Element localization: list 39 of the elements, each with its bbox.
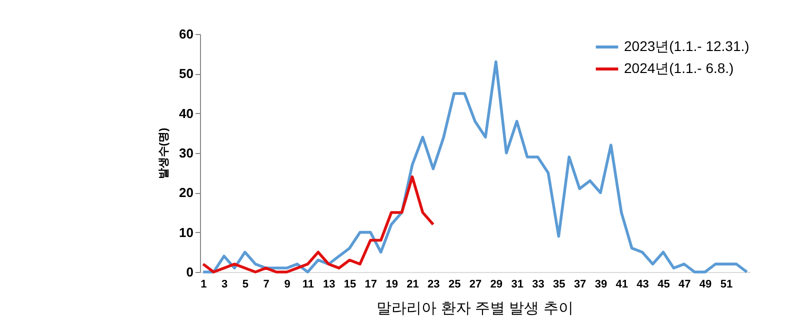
x-tick-label: 51	[720, 278, 733, 290]
x-tick-label: 41	[616, 278, 628, 290]
x-tick-label: 21	[406, 278, 419, 290]
legend-label: 2024년(1.1.- 6.8.)	[624, 60, 734, 76]
x-tick-label: 19	[386, 278, 398, 290]
x-tick-label: 47	[678, 278, 691, 290]
x-tick-label: 49	[699, 278, 712, 290]
x-tick-label: 33	[532, 278, 544, 290]
x-tick-label: 31	[511, 278, 524, 290]
x-tick-label: 7	[263, 278, 270, 290]
line-series	[202, 60, 748, 274]
x-tick-label: 3	[221, 278, 228, 290]
x-tick-label: 11	[302, 278, 314, 290]
x-tick-label: 39	[594, 278, 608, 290]
x-tick-label: 37	[574, 278, 586, 290]
legend-label: 2023년(1.1.- 12.31.)	[624, 38, 750, 54]
y-axis-title: 발생수(명)	[158, 128, 170, 180]
x-tick-label: 9	[284, 278, 290, 290]
x-tick-label: 23	[428, 278, 440, 290]
x-tick-label: 25	[448, 278, 461, 290]
x-tick-label: 45	[658, 278, 670, 290]
x-tick-label: 1	[200, 278, 207, 290]
x-tick-label: 35	[553, 278, 566, 290]
y-tick-label: 40	[179, 106, 194, 121]
x-tick-label: 15	[344, 278, 356, 290]
x-tick-label: 29	[490, 278, 503, 290]
text: 말라리아 환자 주별 발생 추이	[376, 300, 574, 317]
y-tick-label: 60	[179, 26, 194, 42]
y-tick-label: 30	[179, 146, 194, 160]
y-tick-label: 20	[179, 185, 194, 200]
x-tick-label: 5	[242, 278, 249, 290]
x-tick-label: 43	[636, 278, 649, 290]
y-tick-label: 0	[186, 264, 194, 280]
y-tick-label: 50	[179, 66, 194, 82]
x-tick-label: 27	[469, 278, 482, 290]
y-tick-label: 10	[179, 224, 194, 240]
x-tick-label: 13	[322, 278, 336, 290]
line-series	[202, 175, 435, 274]
x-tick-label: 17	[364, 278, 378, 290]
